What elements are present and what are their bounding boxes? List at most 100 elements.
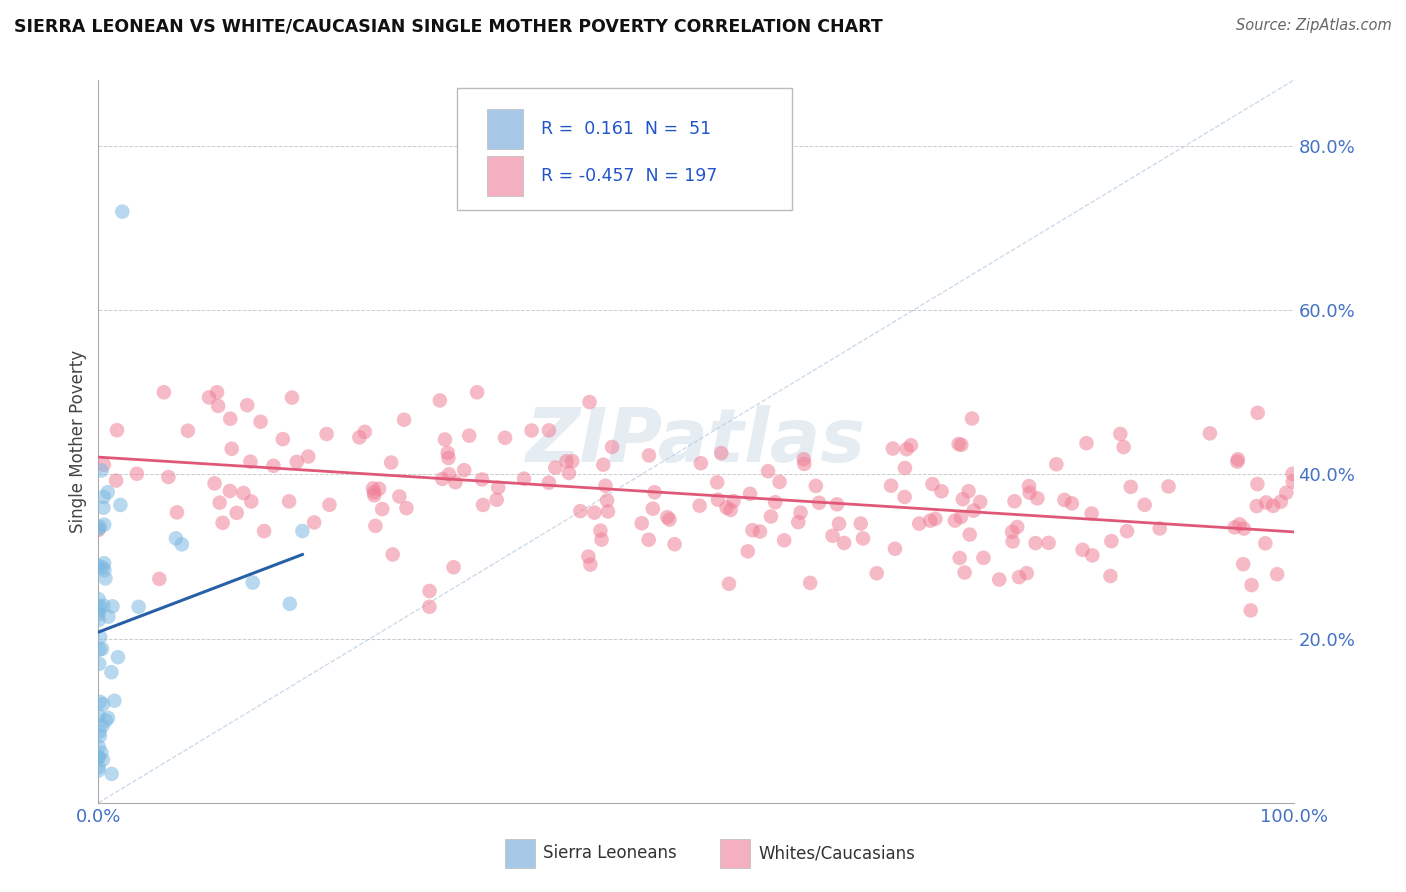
Point (1226, 455, 1249, 469)
Point (1112, 440, 1135, 454)
Point (787, 515, 810, 529)
Point (380, 456, 402, 470)
Point (1270, 494, 1292, 508)
Point (263, 458, 285, 473)
Point (1254, 536, 1277, 550)
Point (737, 544, 759, 558)
Point (87, 613, 110, 627)
Point (271, 432, 294, 446)
Point (278, 597, 301, 611)
Point (520, 424, 543, 438)
Point (89, 519, 111, 533)
Point (953, 566, 976, 580)
Point (592, 458, 614, 472)
Point (949, 510, 972, 524)
Point (418, 599, 440, 614)
Point (537, 424, 560, 438)
Y-axis label: Single Mother Poverty: Single Mother Poverty (69, 350, 87, 533)
Point (710, 446, 733, 460)
Point (485, 492, 508, 507)
Point (924, 512, 946, 526)
Point (148, 572, 170, 586)
Point (718, 576, 741, 591)
Point (395, 501, 418, 516)
Point (578, 395, 600, 409)
Text: R = -0.457  N = 197: R = -0.457 N = 197 (541, 167, 717, 185)
Point (900, 438, 922, 452)
Point (1099, 569, 1122, 583)
Point (368, 482, 391, 496)
Point (87, 750, 110, 764)
Point (949, 551, 972, 566)
Point (100, 665, 122, 680)
Point (471, 472, 494, 486)
Point (364, 519, 387, 533)
Point (249, 415, 271, 429)
Point (804, 479, 827, 493)
Point (89, 695, 111, 709)
Point (1246, 477, 1268, 491)
Point (595, 479, 617, 493)
Point (641, 501, 664, 516)
Point (1240, 578, 1263, 592)
Point (157, 470, 180, 484)
Point (285, 455, 308, 469)
Point (90, 463, 112, 477)
Point (103, 694, 125, 708)
Point (166, 505, 188, 519)
Point (1099, 534, 1122, 549)
Point (706, 475, 728, 490)
Text: ZIPatlas: ZIPatlas (526, 405, 866, 478)
Point (689, 499, 711, 513)
Point (1233, 522, 1256, 536)
Point (931, 484, 953, 499)
Point (789, 506, 811, 520)
Point (1076, 436, 1098, 450)
Point (893, 490, 915, 504)
Point (920, 514, 942, 528)
Point (576, 549, 599, 564)
Point (111, 204, 134, 219)
Point (1001, 524, 1024, 539)
Point (486, 481, 509, 495)
Point (637, 533, 659, 547)
Point (1025, 536, 1047, 550)
Point (894, 461, 917, 475)
Point (437, 467, 460, 482)
Point (89, 729, 111, 743)
Point (630, 516, 652, 531)
Point (1261, 499, 1284, 513)
Point (87, 739, 110, 754)
Point (768, 475, 790, 489)
Point (211, 516, 233, 530)
Point (232, 486, 254, 500)
Point (808, 496, 831, 510)
Point (1199, 426, 1222, 441)
Point (1281, 467, 1303, 481)
Point (720, 503, 742, 517)
Point (101, 599, 124, 614)
Point (555, 454, 578, 468)
Text: Whites/Caucasians: Whites/Caucasians (758, 845, 915, 863)
Point (1119, 480, 1142, 494)
Point (1018, 485, 1040, 500)
Point (896, 442, 918, 457)
Point (165, 532, 187, 546)
Point (600, 440, 623, 454)
Point (1081, 549, 1104, 563)
Point (363, 485, 385, 500)
Point (361, 482, 384, 496)
Point (828, 516, 851, 531)
Point (589, 524, 612, 538)
Point (852, 532, 875, 546)
Point (1232, 557, 1254, 571)
Point (749, 524, 772, 539)
Point (638, 449, 661, 463)
Point (716, 500, 738, 515)
Point (437, 450, 460, 465)
Point (281, 391, 304, 405)
Point (453, 463, 475, 477)
Point (741, 523, 763, 537)
Point (799, 576, 821, 591)
Point (153, 385, 176, 400)
